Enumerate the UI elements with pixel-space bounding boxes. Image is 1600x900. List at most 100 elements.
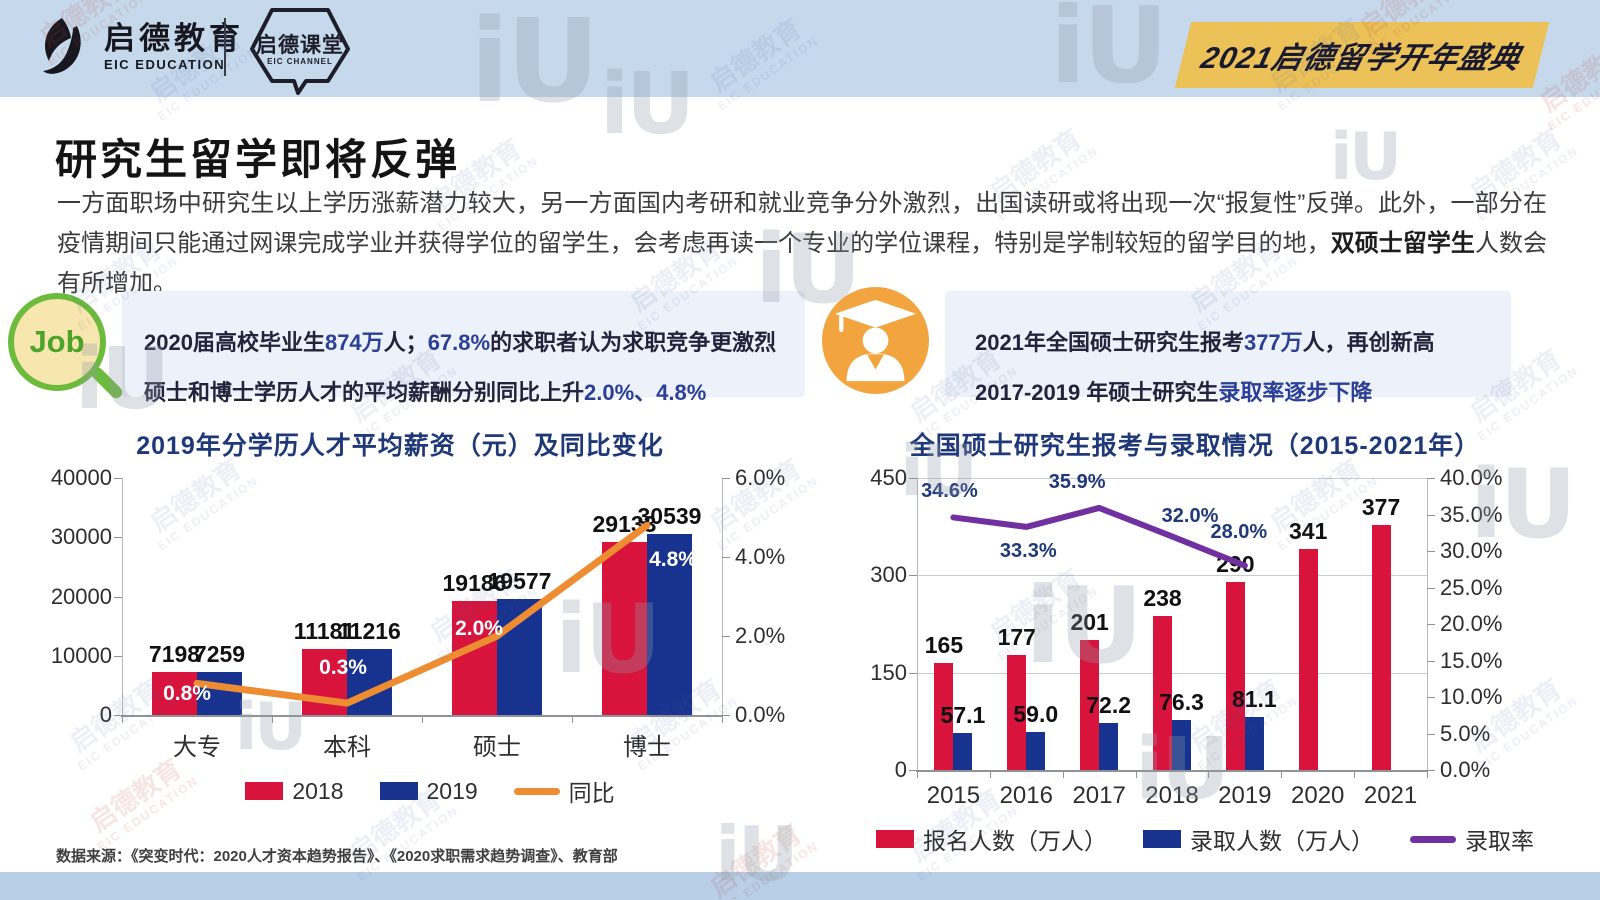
2019-bar-博士 (647, 534, 692, 715)
y-axis-tick-label: 40000 (50, 465, 112, 490)
bar-value-label: 201 (1070, 608, 1109, 635)
job-magnifier-lens: Job (8, 293, 106, 391)
logo-divider (224, 18, 226, 76)
x-axis-label: 硕士 (473, 734, 521, 761)
line-value-label: 34.6% (921, 480, 978, 503)
录取人数（万人）-bar-2018 (1172, 720, 1191, 770)
axis-tick (114, 596, 122, 598)
axis-tick (114, 655, 122, 657)
job-callout-box: 2020届高校毕业生874万人；67.8%的求职者认为求职竞争更激烈 硕士和博士… (122, 291, 805, 405)
y-axis-tick-label: 150 (870, 659, 907, 685)
legend-label: 录取人数（万人） (1190, 828, 1374, 854)
y-axis-tick-label: 300 (870, 562, 907, 588)
legend-line-swatch (1410, 835, 1456, 843)
enrollment-chart-title: 全国硕士研究生报考与录取情况（2015-2021年） (909, 432, 1481, 460)
axis-tick (1427, 697, 1435, 698)
axis-tick (1135, 770, 1137, 778)
录取人数（万人）-bar-2017 (1099, 723, 1119, 770)
axis-tick (989, 770, 991, 778)
axis-tick (909, 478, 917, 479)
job-magnifier-handle (89, 365, 125, 401)
y-axis-tick-label: 35.0% (1440, 501, 1503, 527)
bar-value-label: 72.2 (1086, 692, 1132, 719)
axis-tick (114, 478, 122, 479)
x-axis-label: 本科 (323, 734, 371, 761)
bar-value-label: 57.1 (940, 701, 986, 728)
gridline (917, 478, 1427, 479)
录取率-polyline (950, 504, 1248, 569)
bar-value-label: 11181 (293, 617, 356, 644)
eic-leaf-mark-icon (34, 16, 90, 78)
x-axis-label: 博士 (623, 734, 671, 761)
axis-tick (1062, 770, 1064, 778)
y-axis-tick-label: 20000 (50, 583, 112, 609)
text-segment: 377万 (1243, 330, 1303, 355)
报名人数（万人）-bar-2016 (1007, 655, 1027, 770)
x-axis-label: 2020 (1291, 782, 1345, 809)
报名人数（万人）-bar-2015 (934, 662, 954, 770)
source-note: 数据来源：《突变时代：2020人才资本趋势报告》、《2020求职需求趋势调查》、… (56, 848, 618, 865)
报名人数（万人）-bar-2019 (1225, 581, 1245, 770)
job-callout-line1: 2020届高校毕业生874万人；67.8%的求职者认为求职竞争更激烈 (144, 325, 776, 357)
axis-tick (722, 636, 730, 637)
同比-polyline (193, 521, 651, 707)
axis-tick (1427, 478, 1435, 479)
axis-tick (909, 575, 917, 577)
x-axis-label: 2019 (1218, 782, 1272, 809)
y-axis-tick-label: 15.0% (1440, 647, 1503, 673)
bar-value-label: 76.3 (1159, 689, 1204, 716)
bar-value-label: 341 (1289, 517, 1328, 544)
录取人数（万人）-bar-2015 (953, 732, 973, 770)
y-axis-tick-label: 10.0% (1440, 684, 1503, 709)
channel-logo: 启德课堂 EIC CHANNEL (244, 5, 356, 95)
line-value-label: 33.3% (999, 539, 1057, 562)
legend-bar-swatch (876, 830, 914, 848)
bar-value-label: 59.0 (1013, 700, 1059, 727)
axis-tick (422, 715, 423, 723)
y-axis-tick-label: 0 (99, 702, 112, 727)
line-value-label: 0.8% (163, 682, 211, 706)
intro-paragraph: 一方面职场中研究生以上学历涨薪潜力较大，另一方面国内考研和就业竞争分外激烈，出国… (57, 184, 1547, 304)
legend-label: 报名人数（万人） (923, 828, 1107, 854)
text-segment: 录取率逐步下降 (1218, 380, 1373, 405)
axis-tick (114, 537, 122, 539)
eic-logo-cn: 启德教育 (104, 21, 244, 57)
y-axis-left (122, 478, 123, 715)
channel-logo-cn: 启德课堂 (256, 34, 344, 57)
text-segment: 2017-2019 年硕士研究生 (975, 380, 1219, 405)
bar-value-label: 238 (1143, 584, 1182, 611)
2018-bar-博士 (602, 542, 647, 715)
报名人数（万人）-bar-2017 (1080, 639, 1100, 770)
legend-label: 同比 (568, 780, 615, 806)
axis-tick (1427, 733, 1435, 735)
gridline (917, 575, 1427, 577)
x-axis-line (916, 770, 1428, 772)
admission-callout-line2: 2017-2019 年硕士研究生录取率逐步下降 (975, 375, 1372, 407)
legend-item: 录取人数（万人） (1143, 822, 1374, 856)
bar-value-label: 19577 (487, 568, 552, 594)
job-callout-line2: 硕士和博士学历人才的平均薪酬分别同比上升2.0%、4.8% (144, 375, 706, 407)
chart-legend: 报名人数（万人） 录取人数（万人） 录取率 (855, 822, 1555, 856)
y-axis-tick-label: 25.0% (1440, 574, 1503, 600)
axis-tick (1427, 551, 1435, 552)
2018-bar-硕士 (452, 601, 497, 715)
axis-tick (1427, 624, 1435, 625)
y-axis-tick-label: 0.0% (735, 702, 786, 727)
录取人数（万人）-bar-2019 (1244, 717, 1264, 770)
hexagon-speech-bubble-icon (250, 8, 350, 95)
y-axis-tick-label: 5.0% (1440, 720, 1491, 746)
报名人数（万人）-bar-2021 (1371, 525, 1391, 770)
legend-label: 2018 (292, 777, 344, 804)
text-segment: 双硕士留学生 (1330, 230, 1475, 257)
bar-value-label: 377 (1361, 494, 1401, 521)
bar-value-label: 7198 (148, 641, 201, 668)
axis-tick (722, 715, 723, 723)
legend-label: 录取率 (1465, 828, 1534, 854)
报名人数（万人）-bar-2020 (1298, 548, 1318, 770)
admission-callout-line1: 2021年全国硕士研究生报考377万人，再创新高 (975, 325, 1435, 357)
录取率-line (950, 504, 1248, 569)
录取人数（万人）-bar-2016 (1026, 731, 1046, 770)
axis-tick (272, 715, 273, 723)
legend-item: 2019 (379, 778, 478, 805)
